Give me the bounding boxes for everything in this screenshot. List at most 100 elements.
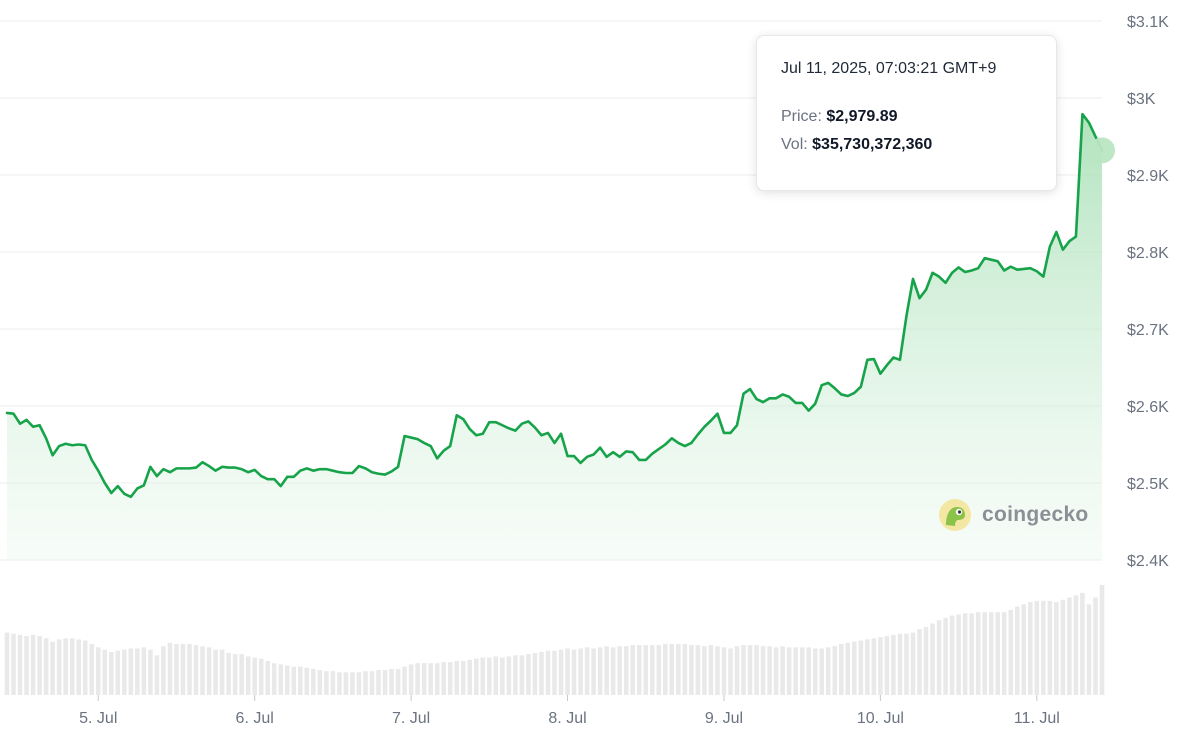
volume-bar — [1014, 606, 1020, 695]
tooltip-price-label: Price: — [781, 108, 822, 125]
volume-bar — [454, 660, 460, 695]
volume-bar — [291, 666, 297, 695]
volume-bar — [962, 613, 968, 695]
volume-bar — [1067, 597, 1072, 695]
y-tick-label: $2.4K — [1127, 553, 1169, 570]
volume-bar — [969, 613, 974, 695]
volume-bar — [943, 617, 948, 695]
volume-bar — [773, 647, 779, 695]
volume-bar — [350, 672, 355, 695]
volume-bar — [741, 645, 746, 695]
volume-bar — [148, 649, 153, 695]
y-tick-label: $2.7K — [1127, 322, 1169, 339]
volume-bar — [441, 662, 446, 695]
volume-bar — [839, 643, 844, 695]
volume-bar — [676, 643, 681, 695]
volume-bar — [578, 648, 583, 695]
volume-bar — [597, 647, 603, 695]
volume-bar — [298, 666, 303, 695]
volume-bar — [871, 638, 877, 695]
volume-bar — [11, 633, 16, 695]
volume-bar — [76, 639, 81, 695]
volume-bar — [1086, 604, 1092, 695]
volume-bar — [747, 645, 753, 695]
volume-bar — [187, 643, 192, 695]
x-tick-label: 5. Jul — [79, 710, 117, 727]
volume-bar — [767, 646, 772, 695]
volume-bar — [1093, 597, 1098, 695]
volume-bar — [161, 646, 166, 695]
volume-bar — [245, 656, 251, 695]
volume-bar — [923, 626, 929, 695]
volume-bar — [252, 657, 257, 695]
volume-bar — [721, 647, 727, 695]
logo-text: coingecko — [982, 503, 1089, 526]
volume-bar — [930, 623, 935, 695]
volume-bar — [89, 643, 95, 695]
volume-bar — [565, 648, 570, 695]
hover-marker-group — [1089, 137, 1115, 164]
volume-bar — [526, 654, 531, 695]
volume-bar — [995, 612, 1000, 695]
volume-bar — [330, 671, 336, 695]
volume-bar — [689, 645, 694, 695]
volume-bar — [102, 649, 108, 695]
volume-bar — [363, 671, 368, 695]
volume-bar — [1060, 599, 1066, 695]
volume-bar — [552, 650, 557, 695]
volume-bar — [799, 647, 805, 695]
volume-bar — [708, 645, 714, 695]
volume-bar — [695, 645, 701, 695]
volume-bar — [819, 648, 825, 695]
volume-bar — [786, 647, 792, 695]
y-tick-label: $2.8K — [1127, 245, 1169, 262]
volume-bar — [109, 651, 114, 695]
volume-bar — [180, 643, 186, 695]
volume-bar — [343, 672, 349, 695]
volume-bar — [832, 646, 838, 695]
price-series-line — [5, 112, 1104, 499]
x-tick-label: 11. Jul — [1014, 710, 1060, 727]
volume-bar — [258, 658, 264, 695]
volume-bar — [278, 664, 284, 695]
volume-bar — [226, 653, 231, 695]
volume-bar — [239, 654, 244, 695]
volume-bar — [271, 663, 277, 695]
volume-bar — [382, 670, 388, 695]
volume-bar — [519, 655, 525, 695]
volume-bar — [56, 639, 62, 695]
volume-bar — [754, 645, 759, 695]
volume-bar — [154, 655, 160, 695]
x-tick-label: 6. Jul — [236, 710, 274, 727]
volume-bar — [891, 634, 896, 695]
volume-bar — [460, 660, 466, 695]
volume-bar — [415, 663, 420, 695]
volume-bar — [682, 643, 688, 695]
volume-bar — [480, 657, 486, 695]
volume-bar — [884, 636, 890, 695]
volume-bar — [474, 658, 479, 695]
volume-bar — [369, 671, 375, 695]
volume-bar — [434, 663, 440, 695]
y-tick-label: $2.9K — [1127, 168, 1169, 185]
x-tick-label: 10. Jul — [857, 710, 904, 727]
volume-bar — [284, 665, 290, 695]
y-tick-label: $2.5K — [1127, 476, 1169, 493]
tooltip-volume-row: Vol: $35,730,372,360 — [781, 136, 1056, 154]
tooltip-price-value: $2,979.89 — [826, 108, 898, 125]
volume-bar — [806, 647, 811, 695]
tooltip-volume-label: Vol: — [781, 136, 808, 153]
volume-bar — [558, 649, 564, 695]
volume-bar — [1021, 604, 1027, 695]
volume-bar — [428, 663, 433, 695]
volume-bar — [193, 645, 199, 695]
volume-bar — [988, 612, 994, 695]
volume-bar — [513, 655, 518, 695]
volume-bar — [917, 629, 922, 695]
volume-bar — [852, 641, 857, 695]
volume-bar — [734, 646, 740, 695]
y-tick-label: $2.6K — [1127, 399, 1169, 416]
volume-bar — [715, 646, 720, 695]
volume-bar — [122, 649, 127, 695]
